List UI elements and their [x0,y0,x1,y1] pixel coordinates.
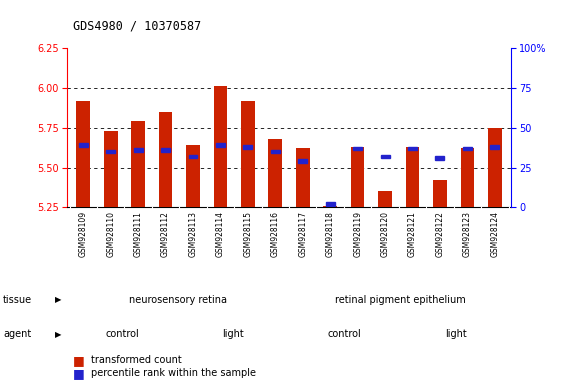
Text: ■: ■ [73,354,84,367]
Bar [106,150,115,153]
Bar [271,150,280,153]
Bar [324,206,337,207]
Text: percentile rank within the sample: percentile rank within the sample [91,368,256,378]
Bar [214,86,227,207]
Text: GSM928112: GSM928112 [161,211,170,257]
Bar [77,101,90,207]
Bar [189,155,198,158]
Text: GSM928122: GSM928122 [435,211,444,257]
Text: agent: agent [3,329,31,339]
Text: GSM928124: GSM928124 [490,211,499,257]
Bar [408,147,417,150]
Text: light: light [223,329,245,339]
Text: retinal pigment epithelium: retinal pigment epithelium [335,295,465,305]
Text: GSM928123: GSM928123 [463,211,472,257]
Text: ▶: ▶ [55,295,61,305]
Bar [406,147,419,207]
Bar [268,139,282,207]
Bar [296,148,310,207]
Bar [131,121,145,207]
Text: GSM928121: GSM928121 [408,211,417,257]
Bar [216,144,225,147]
Text: control: control [328,329,361,339]
Bar [241,101,254,207]
Bar [381,155,389,158]
Text: GSM928111: GSM928111 [134,211,143,257]
Bar [490,145,499,149]
Text: GSM928115: GSM928115 [243,211,252,257]
Bar [326,202,335,206]
Bar [436,156,444,160]
Bar [79,144,88,147]
Text: neurosensory retina: neurosensory retina [129,295,227,305]
Text: control: control [106,329,139,339]
Bar [159,112,173,207]
Text: GDS4980 / 10370587: GDS4980 / 10370587 [73,20,201,33]
Text: ■: ■ [73,367,84,380]
Text: GSM928117: GSM928117 [298,211,307,257]
Text: ▶: ▶ [55,330,61,339]
Bar [161,148,170,152]
Bar [488,127,501,207]
Text: transformed count: transformed count [91,355,182,365]
Bar [461,148,474,207]
Text: GSM928119: GSM928119 [353,211,362,257]
Bar [378,192,392,207]
Bar [186,145,200,207]
Text: GSM928118: GSM928118 [326,211,335,257]
Text: light: light [445,329,467,339]
Bar [463,147,472,150]
Bar [134,148,142,152]
Bar [353,147,362,150]
Bar [433,180,447,207]
Bar [351,147,364,207]
Text: GSM928114: GSM928114 [216,211,225,257]
Bar [243,145,252,149]
Text: GSM928120: GSM928120 [381,211,390,257]
Bar [298,159,307,163]
Text: GSM928110: GSM928110 [106,211,115,257]
Text: GSM928109: GSM928109 [79,211,88,257]
Text: GSM928113: GSM928113 [188,211,198,257]
Text: GSM928116: GSM928116 [271,211,280,257]
Text: tissue: tissue [3,295,32,305]
Bar [104,131,117,207]
